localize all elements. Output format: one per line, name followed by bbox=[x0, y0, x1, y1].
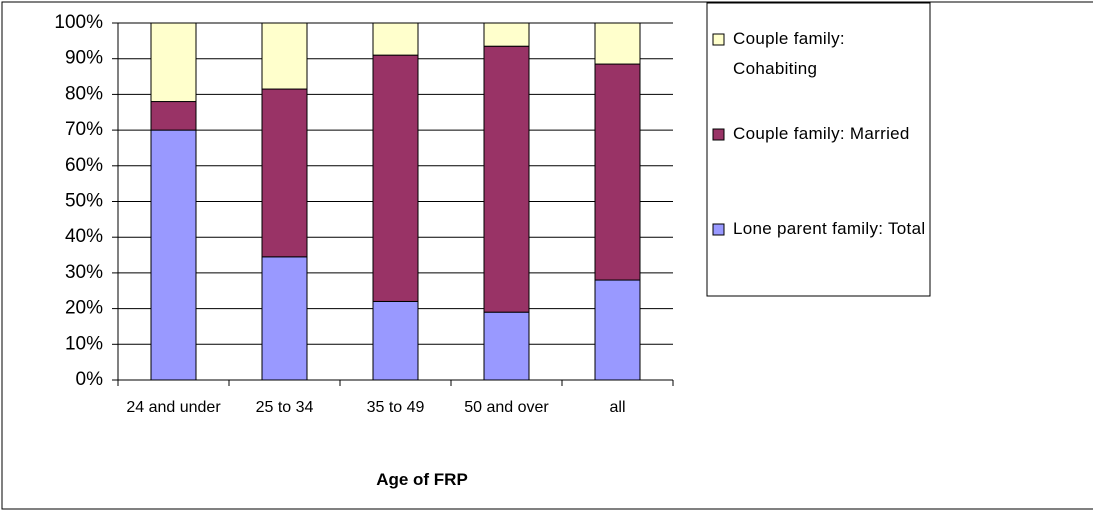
legend-swatch bbox=[712, 223, 725, 236]
y-tick-label: 0% bbox=[76, 369, 104, 390]
x-axis-title: Age of FRP bbox=[376, 470, 468, 489]
bar-segment bbox=[372, 300, 419, 381]
x-tick-label: 50 and over bbox=[464, 399, 549, 416]
y-tick-label: 90% bbox=[65, 48, 103, 69]
bar-segment bbox=[483, 45, 530, 313]
bar-segment bbox=[594, 279, 641, 381]
y-tick-label: 100% bbox=[54, 12, 103, 33]
y-tick-label: 30% bbox=[65, 262, 103, 283]
bar-segment bbox=[372, 54, 419, 302]
y-tick-label: 40% bbox=[65, 226, 103, 247]
x-tick-label: 24 and under bbox=[126, 399, 221, 416]
bar-segment bbox=[150, 129, 197, 381]
bar-segment bbox=[372, 22, 419, 56]
y-tick-label: 60% bbox=[65, 155, 103, 176]
legend-label: Lone parent family: Total bbox=[733, 219, 926, 238]
legend-swatch bbox=[712, 128, 725, 141]
bar-segment bbox=[483, 311, 530, 381]
y-tick-label: 70% bbox=[65, 119, 103, 140]
y-tick-label: 20% bbox=[65, 298, 103, 319]
bar-segment bbox=[150, 22, 197, 103]
y-tick-label: 50% bbox=[65, 191, 103, 212]
bar-segment bbox=[150, 101, 197, 131]
y-tick-label: 80% bbox=[65, 83, 103, 104]
bar-segment bbox=[483, 22, 530, 47]
y-tick-label: 10% bbox=[65, 333, 103, 354]
bar-segment bbox=[594, 22, 641, 65]
bar-segment bbox=[261, 22, 308, 90]
x-tick-label: 35 to 49 bbox=[366, 399, 425, 416]
legend-box bbox=[706, 2, 931, 297]
bar-segment bbox=[261, 88, 308, 258]
x-tick-label: all bbox=[609, 399, 626, 416]
x-tick-label: 25 to 34 bbox=[255, 399, 314, 416]
legend-swatch bbox=[712, 33, 725, 46]
legend-label: Couple family: Married bbox=[733, 124, 910, 143]
legend-label: Couple family: Cohabiting bbox=[733, 29, 845, 78]
bar-segment bbox=[594, 63, 641, 281]
bar-segment bbox=[261, 256, 308, 381]
